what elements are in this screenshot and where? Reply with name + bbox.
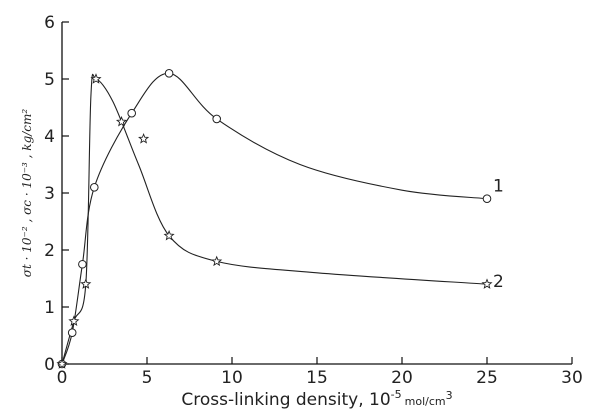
y-tick-label: 2 (44, 241, 55, 261)
x-axis-title-unit: mol/cm (405, 395, 446, 408)
series-2-line (61, 73, 488, 365)
series-2-point (56, 358, 68, 369)
series-2-point (90, 73, 102, 84)
x-axis-title: Cross-linking density, 10-5mol/cm3 (181, 388, 452, 410)
x-axis-title-unit-exp: 3 (446, 389, 453, 402)
x-tick-label: 5 (142, 368, 153, 388)
y-ticks: 0 1 2 3 4 5 6 (44, 13, 69, 375)
y-tick-label: 3 (44, 184, 55, 204)
series-labels: 12 (493, 177, 504, 293)
x-tick-label: 30 (561, 368, 583, 388)
series-lines (61, 72, 488, 365)
y-tick-label: 1 (44, 298, 55, 318)
series-1-point (127, 108, 136, 118)
x-axis-title-exp: -5 (391, 388, 402, 401)
y-axis-title: σt · 10⁻² , σc · 10⁻³ , kg/cm² (20, 109, 34, 278)
series-2-point (80, 278, 92, 289)
series-2-point (481, 278, 493, 289)
series-2-point (138, 133, 150, 144)
x-tick-label: 20 (391, 368, 413, 388)
y-tick-label: 4 (44, 127, 55, 147)
series-2-point (163, 229, 175, 241)
series-1-point (212, 114, 221, 124)
x-tick-label: 0 (57, 368, 68, 388)
series-1-line (61, 72, 488, 365)
series-1-label: 1 (493, 177, 504, 197)
series-1-point (482, 194, 492, 203)
y-tick-label: 6 (44, 13, 55, 33)
series-1-point (78, 259, 87, 269)
x-tick-label: 15 (306, 368, 328, 388)
x-tick-label: 25 (476, 368, 498, 388)
series-1-point (67, 328, 77, 337)
y-tick-label: 5 (44, 70, 55, 90)
x-tick-label: 10 (221, 368, 243, 388)
series-markers (56, 69, 493, 369)
series-2-label: 2 (493, 272, 504, 292)
x-axis-title-main: Cross-linking density, 10 (181, 390, 390, 410)
series-2-point (68, 315, 80, 326)
series-1-point (164, 69, 174, 78)
y-tick-label: 0 (44, 355, 55, 375)
series-2-point (211, 255, 223, 267)
series-2-point (115, 115, 128, 127)
series-1-point (90, 183, 99, 192)
x-ticks: 0 5 10 15 20 25 30 (57, 357, 583, 388)
